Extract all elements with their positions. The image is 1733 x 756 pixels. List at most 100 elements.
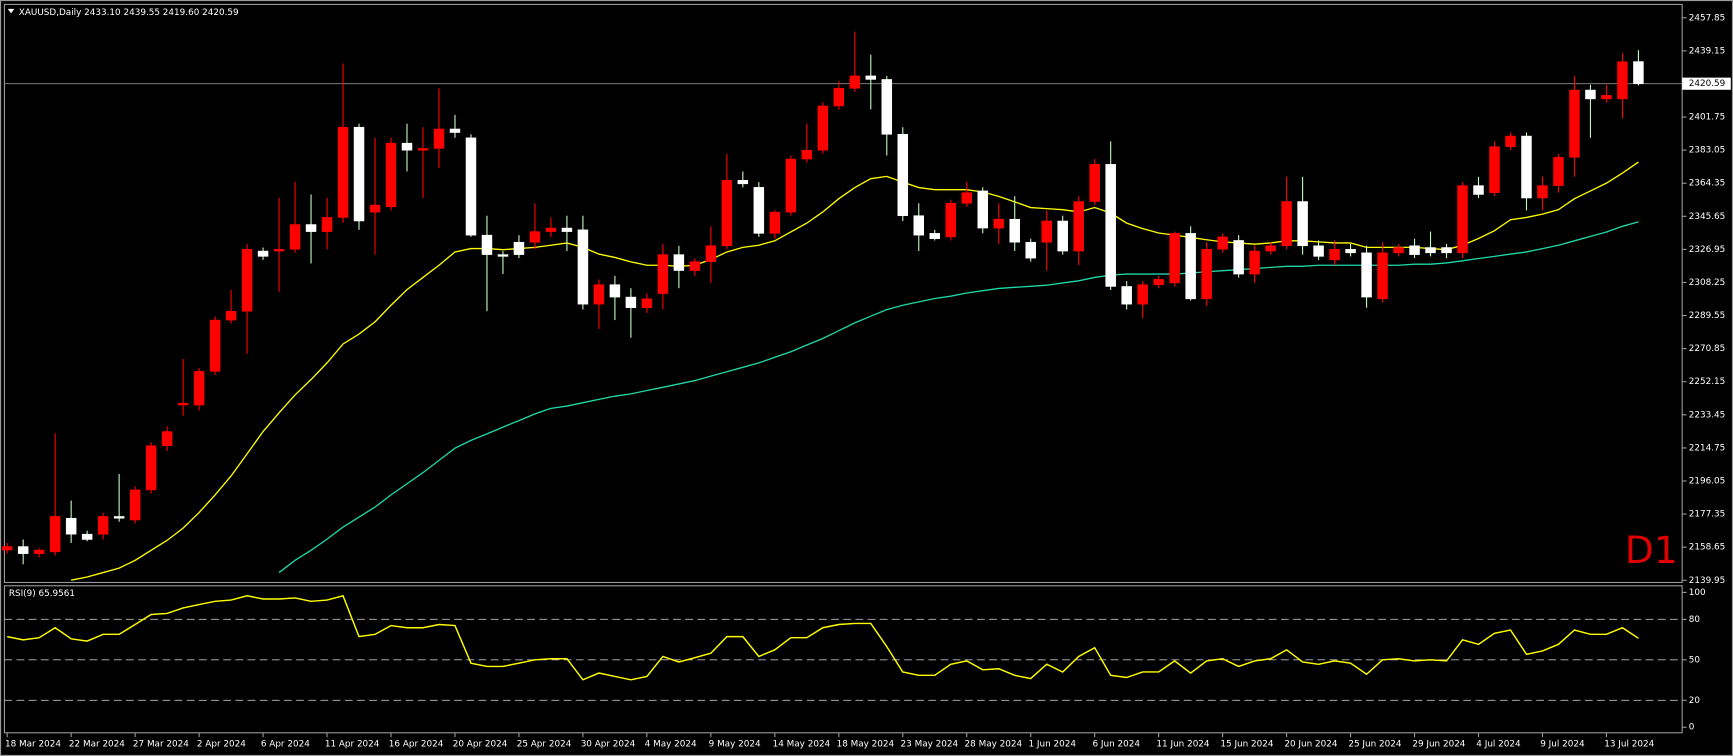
x-tick-label: 29 Jun 2024 <box>1412 739 1465 749</box>
y-tick-label: 80 <box>1689 615 1701 625</box>
candle-body <box>1473 185 1484 195</box>
candle-body <box>145 445 157 491</box>
candle-body <box>1489 146 1500 193</box>
rsi-line <box>7 594 1639 681</box>
candle-body <box>273 249 285 252</box>
y-tick-label: 2326.95 <box>1689 245 1726 255</box>
candle-body <box>769 211 781 234</box>
candle-body <box>881 79 893 135</box>
candle-body <box>1313 245 1324 257</box>
header-low: 2419.60 <box>163 8 200 18</box>
x-tick-label: 14 May 2024 <box>773 739 831 749</box>
header-close: 2420.59 <box>202 8 239 18</box>
candle-body <box>913 215 925 236</box>
candle-body <box>17 546 29 554</box>
x-tick-label: 4 Jul 2024 <box>1476 739 1521 749</box>
candle-body <box>753 187 765 234</box>
candle-body <box>177 402 189 406</box>
candle-body <box>369 204 381 213</box>
candle-body <box>449 128 461 133</box>
candle-body <box>1153 279 1164 285</box>
menu-triangle[interactable] <box>7 8 15 14</box>
candle-body <box>1441 247 1452 254</box>
candle-body <box>209 319 221 372</box>
candle-body <box>433 128 445 149</box>
candle-body <box>785 158 797 213</box>
x-tick-label: 9 Jul 2024 <box>1540 739 1585 749</box>
y-tick-label: 2270.85 <box>1689 344 1726 354</box>
header-high: 2439.55 <box>123 8 160 18</box>
x-tick-label: 16 Apr 2024 <box>389 739 444 749</box>
header-open: 2433.10 <box>84 8 121 18</box>
candle-body <box>1521 135 1532 199</box>
y-tick-label: 2196.05 <box>1689 477 1726 487</box>
price-label: 2420.59 <box>1689 79 1726 89</box>
candle-body <box>385 142 397 208</box>
candle-body <box>33 549 45 554</box>
candle-body <box>417 148 429 151</box>
moving-average <box>71 161 1639 581</box>
candle-body <box>945 203 957 238</box>
candle-body <box>65 517 77 535</box>
y-tick-label: 2345.65 <box>1689 212 1726 222</box>
candle-body <box>1585 89 1596 100</box>
candle-body <box>641 298 653 308</box>
x-tick-label: 20 Apr 2024 <box>453 739 508 749</box>
y-tick-label: 2139.95 <box>1689 576 1726 586</box>
candle-body <box>241 249 253 312</box>
price-label-box <box>1682 77 1731 90</box>
candle-body <box>1601 95 1612 100</box>
candle-body <box>1201 249 1212 300</box>
candle-body <box>353 126 365 222</box>
candle-body <box>1185 233 1196 300</box>
candle-body <box>609 284 621 298</box>
candle-body <box>1345 249 1356 254</box>
candle-body <box>497 254 509 257</box>
candle-body <box>1025 241 1036 259</box>
candle-body <box>225 310 237 321</box>
candle-body <box>561 227 573 232</box>
y-tick-label: 2439.15 <box>1689 46 1726 56</box>
candle-body <box>625 296 637 308</box>
candle-body <box>673 254 685 271</box>
rsi-title: RSI(9) 65.9561 <box>9 589 75 599</box>
y-tick-label: 2158.65 <box>1689 543 1726 553</box>
x-tick-label: 23 May 2024 <box>901 739 959 749</box>
candle-body <box>1537 185 1548 199</box>
candle-body <box>1377 252 1388 300</box>
candle-body <box>1217 236 1228 250</box>
candle-body <box>929 233 941 239</box>
candle-body <box>657 254 669 294</box>
candle-body <box>1393 247 1404 254</box>
candle-body <box>401 142 413 151</box>
y-tick-label: 0 <box>1689 723 1695 733</box>
candle-body <box>1041 220 1052 243</box>
candle-body <box>849 75 861 89</box>
candle-body <box>1297 201 1308 247</box>
x-tick-label: 18 Mar 2024 <box>5 739 61 749</box>
candle-body <box>1569 89 1580 158</box>
x-tick-label: 13 Jul 2024 <box>1604 739 1654 749</box>
candle-body <box>193 371 205 406</box>
candle-body <box>1137 284 1148 305</box>
candle-body <box>593 284 605 305</box>
candle-body <box>705 245 717 262</box>
x-tick-label: 11 Jun 2024 <box>1156 739 1209 749</box>
candle-body <box>993 218 1004 229</box>
y-tick-label: 2233.45 <box>1689 410 1726 420</box>
candle-body <box>129 489 141 521</box>
candle-body <box>1009 218 1020 243</box>
x-tick-label: 28 May 2024 <box>965 739 1023 749</box>
candle-body <box>1281 201 1292 247</box>
candle-body <box>49 516 61 553</box>
candle-body <box>321 217 333 232</box>
candle-body <box>161 431 173 446</box>
candle-body <box>1457 185 1468 254</box>
chart-header: XAUUSD,Daily 2433.10 2439.55 2419.60 242… <box>19 8 239 18</box>
symbol: XAUUSD,Daily <box>19 8 82 18</box>
y-tick-label: 2364.35 <box>1689 179 1726 189</box>
x-tick-label: 15 Jun 2024 <box>1220 739 1273 749</box>
